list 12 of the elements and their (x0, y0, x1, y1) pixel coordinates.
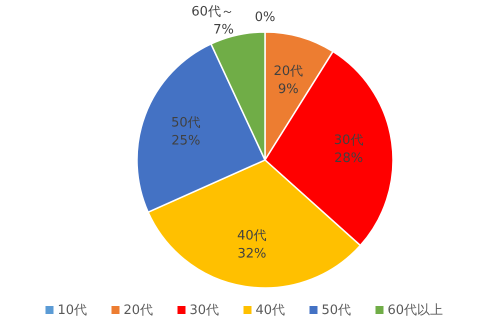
data-label: 50代 25% (171, 115, 201, 148)
data-label: 40代 32% (237, 228, 267, 262)
legend-label: 20代 (124, 303, 154, 318)
legend-label: 30代 (190, 303, 220, 318)
data-label: 30代 28% (334, 133, 364, 166)
data-label: 60代～ 7% (191, 4, 234, 38)
legend-label: 10代 (58, 303, 88, 318)
legend-label: 50代 (322, 303, 352, 318)
legend-label: 60代以上 (388, 303, 444, 318)
text: 0% (254, 10, 276, 25)
legend-label: 40代 (256, 303, 286, 318)
data-label: 20代 9% (274, 64, 304, 97)
